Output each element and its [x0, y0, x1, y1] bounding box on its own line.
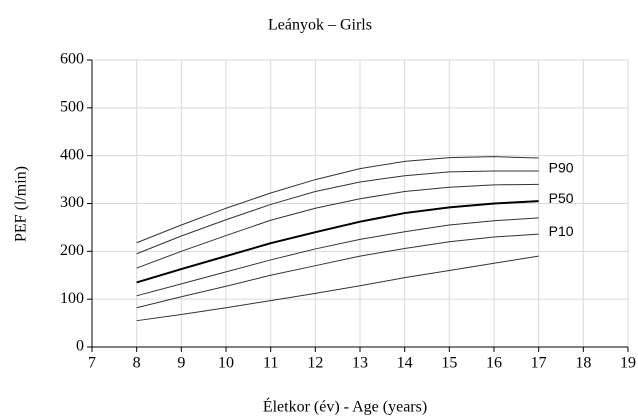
x-tick-label: 14	[397, 355, 413, 372]
x-tick-label: 19	[620, 355, 636, 372]
y-tick-label: 600	[60, 51, 84, 68]
series-line	[136, 233, 539, 309]
x-axis-label: Életkor (év) - Age (years)	[263, 397, 427, 416]
y-tick-label: 100	[60, 290, 84, 307]
series-line	[136, 255, 539, 322]
x-tick-label: 18	[575, 355, 591, 372]
y-axis-label: PEF (l/min)	[13, 166, 30, 242]
x-tick-label: 7	[88, 355, 96, 372]
x-tick-label: 11	[263, 355, 278, 372]
y-tick-label: 0	[76, 338, 84, 355]
x-tick-label: 13	[352, 355, 368, 372]
series-line	[136, 156, 539, 244]
series-label: P50	[549, 190, 574, 206]
series-label: P90	[549, 160, 574, 176]
series-line	[136, 217, 539, 297]
series-line	[136, 200, 539, 284]
x-tick-label: 9	[177, 355, 185, 372]
y-tick-label: 400	[60, 146, 84, 163]
y-tick-label: 300	[60, 194, 84, 211]
x-tick-label: 17	[531, 355, 547, 372]
x-tick-label: 15	[441, 355, 457, 372]
series-line	[136, 170, 539, 255]
y-tick-label: 200	[60, 242, 84, 259]
x-tick-label: 10	[218, 355, 234, 372]
series-line	[136, 183, 539, 269]
x-tick-label: 8	[133, 355, 141, 372]
chart-title: Leányok – Girls	[268, 17, 372, 34]
series-label: P10	[549, 223, 574, 239]
y-tick-label: 500	[60, 99, 84, 116]
x-tick-label: 16	[486, 355, 502, 372]
x-tick-label: 12	[307, 355, 323, 372]
